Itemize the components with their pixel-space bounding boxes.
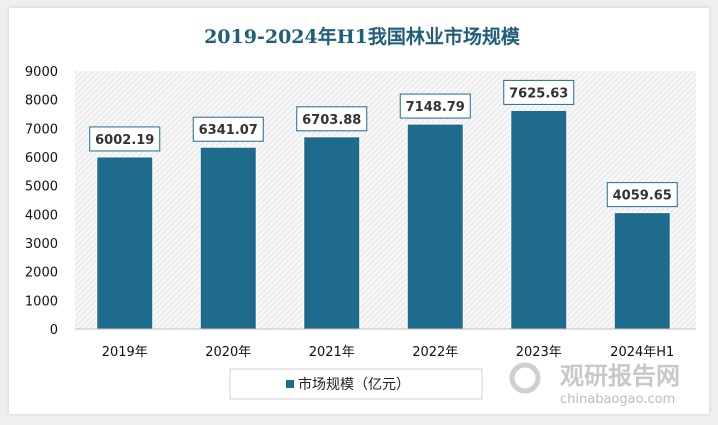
data-label: 6703.88: [302, 113, 361, 128]
data-label: 7625.63: [509, 86, 568, 101]
legend-swatch: [286, 380, 294, 388]
y-tick-label: 1000: [25, 294, 58, 309]
data-label-box: [399, 93, 471, 119]
legend-label: 市场规模（亿元）: [298, 376, 410, 393]
y-tick-label: 3000: [25, 237, 58, 252]
legend: 市场规模（亿元）: [229, 368, 483, 400]
data-label: 6341.07: [199, 123, 258, 138]
x-tick-label: 2024年H1: [610, 345, 674, 360]
watermark-name: 观研报告网: [560, 362, 680, 390]
data-label-box: [192, 116, 264, 142]
data-label: 7148.79: [406, 100, 465, 115]
data-label-box: [503, 79, 575, 105]
y-tick-label: 8000: [25, 94, 58, 109]
x-tick-label: 2020年: [205, 345, 251, 360]
plot-area: [75, 71, 696, 329]
x-tick-label: 2023年: [516, 345, 562, 360]
y-tick-label: 7000: [25, 122, 58, 137]
bar: [510, 109, 568, 330]
bar: [199, 146, 257, 330]
bar: [303, 136, 361, 330]
x-tick-label: 2021年: [309, 345, 355, 360]
data-label: 4059.65: [613, 189, 672, 204]
watermark-url: chinabaogao.com: [560, 392, 675, 407]
x-tick-label: 2019年: [102, 345, 148, 360]
data-label-box: [606, 182, 678, 208]
bar: [96, 156, 154, 330]
chart-title: 2019-2024年H1我国林业市场规模: [204, 25, 521, 48]
bar: [613, 212, 671, 330]
y-tick-label: 2000: [25, 266, 58, 281]
y-tick-label: 5000: [25, 180, 58, 195]
y-tick-label: 9000: [25, 65, 58, 80]
bar: [406, 123, 464, 330]
y-tick-label: 4000: [25, 208, 58, 223]
x-tick-label: 2022年: [412, 345, 458, 360]
data-label: 6002.19: [95, 133, 154, 148]
watermark: 观研报告网 chinabaogao.com: [509, 362, 680, 407]
data-label-box: [89, 126, 161, 152]
data-label-box: [296, 106, 368, 132]
y-tick-label: 0: [50, 323, 58, 338]
y-tick-label: 6000: [25, 151, 58, 166]
